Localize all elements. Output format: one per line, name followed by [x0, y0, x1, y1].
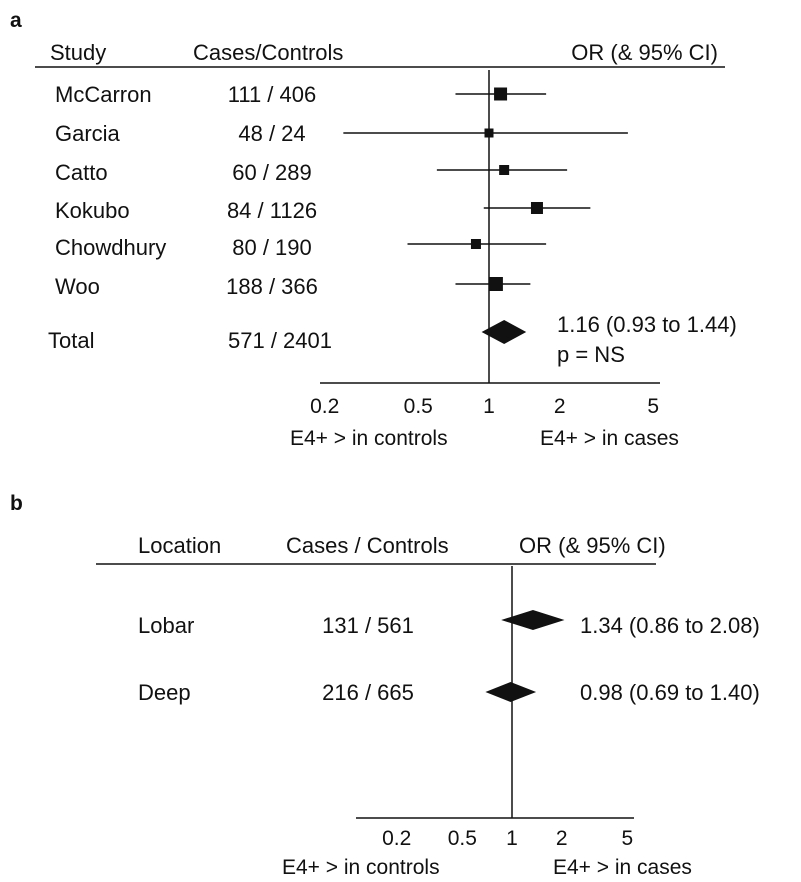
panel-b-tick-label: 1: [506, 827, 518, 850]
panel-b-row-counts: 216 / 665: [322, 680, 414, 705]
panel-a-direction-left: E4+ > in controls: [290, 427, 448, 450]
panel-b-direction-left: E4+ > in controls: [282, 856, 440, 879]
panel-a-total-ci-text: 1.16 (0.93 to 1.44): [557, 312, 737, 337]
panel-a-total-diamond: [481, 320, 527, 344]
panel-a-row-counts: 111 / 406: [228, 82, 316, 107]
panel-a-row-counts: 188 / 366: [226, 274, 318, 299]
panel-a-row-counts: 80 / 190: [232, 235, 312, 260]
panel-a-point-estimate: [499, 165, 510, 175]
panel-b-direction-right: E4+ > in cases: [553, 856, 692, 879]
panel-a-row-label: Chowdhury: [55, 235, 166, 260]
panel-a-label: a: [10, 9, 22, 32]
panel-b-tick-label: 0.2: [382, 827, 411, 850]
panel-a-row-label: Catto: [55, 160, 108, 185]
panel-a-row-label: Kokubo: [55, 198, 130, 223]
panel-a-direction-right: E4+ > in cases: [540, 427, 679, 450]
panel-b-label: b: [10, 492, 23, 515]
panel-a: a Study Cases/Controls OR (& 95% CI) McC…: [10, 9, 737, 450]
panel-a-tick-label: 5: [647, 395, 659, 418]
panel-b-header-counts: Cases / Controls: [286, 533, 449, 558]
panel-a-tick-label: 0.2: [310, 395, 339, 418]
panel-a-point-estimate: [488, 277, 503, 291]
panel-b-row-label: Lobar: [138, 613, 194, 638]
panel-a-row-counts: 60 / 289: [232, 160, 312, 185]
panel-b-tick-label: 5: [621, 827, 633, 850]
panel-b-row-counts: 131 / 561: [322, 613, 414, 638]
panel-a-header-counts: Cases/Controls: [193, 40, 343, 65]
panel-b-row-label: Deep: [138, 680, 191, 705]
panel-a-row-label: Woo: [55, 274, 100, 299]
panel-a-point-estimate: [494, 87, 508, 101]
panel-a-total-counts: 571 / 2401: [228, 328, 332, 353]
panel-b-tick-label: 2: [556, 827, 568, 850]
panel-a-row-counts: 84 / 1126: [227, 198, 317, 223]
panel-b-header-label: Location: [138, 533, 221, 558]
panel-a-row-label: Garcia: [55, 121, 121, 146]
panel-b: b Location Cases / Controls OR (& 95% CI…: [10, 492, 760, 879]
panel-a-tick-label: 1: [483, 395, 495, 418]
panel-a-marks: [343, 87, 628, 344]
panel-b-marks: [485, 610, 565, 702]
panel-a-tick-label: 0.5: [404, 395, 433, 418]
panel-a-row-label: McCarron: [55, 82, 152, 107]
panel-a-header-effect: OR (& 95% CI): [571, 40, 718, 65]
panel-b-header-effect: OR (& 95% CI): [519, 533, 666, 558]
panel-b-summary-diamond: [501, 610, 565, 630]
panel-a-point-estimate: [470, 239, 481, 249]
panel-a-header-label: Study: [50, 40, 106, 65]
panel-a-row-counts: 48 / 24: [238, 121, 305, 146]
panel-b-tick-label: 0.5: [448, 827, 477, 850]
panel-a-point-estimate: [530, 202, 543, 214]
panel-a-point-estimate: [484, 128, 494, 138]
panel-b-row-ci-text: 1.34 (0.86 to 2.08): [580, 613, 760, 638]
panel-a-total-p-text: p = NS: [557, 342, 625, 367]
panel-a-tick-label: 2: [554, 395, 566, 418]
panel-b-row-ci-text: 0.98 (0.69 to 1.40): [580, 680, 760, 705]
panel-a-total-label: Total: [48, 328, 94, 353]
panel-b-summary-diamond: [485, 682, 537, 702]
